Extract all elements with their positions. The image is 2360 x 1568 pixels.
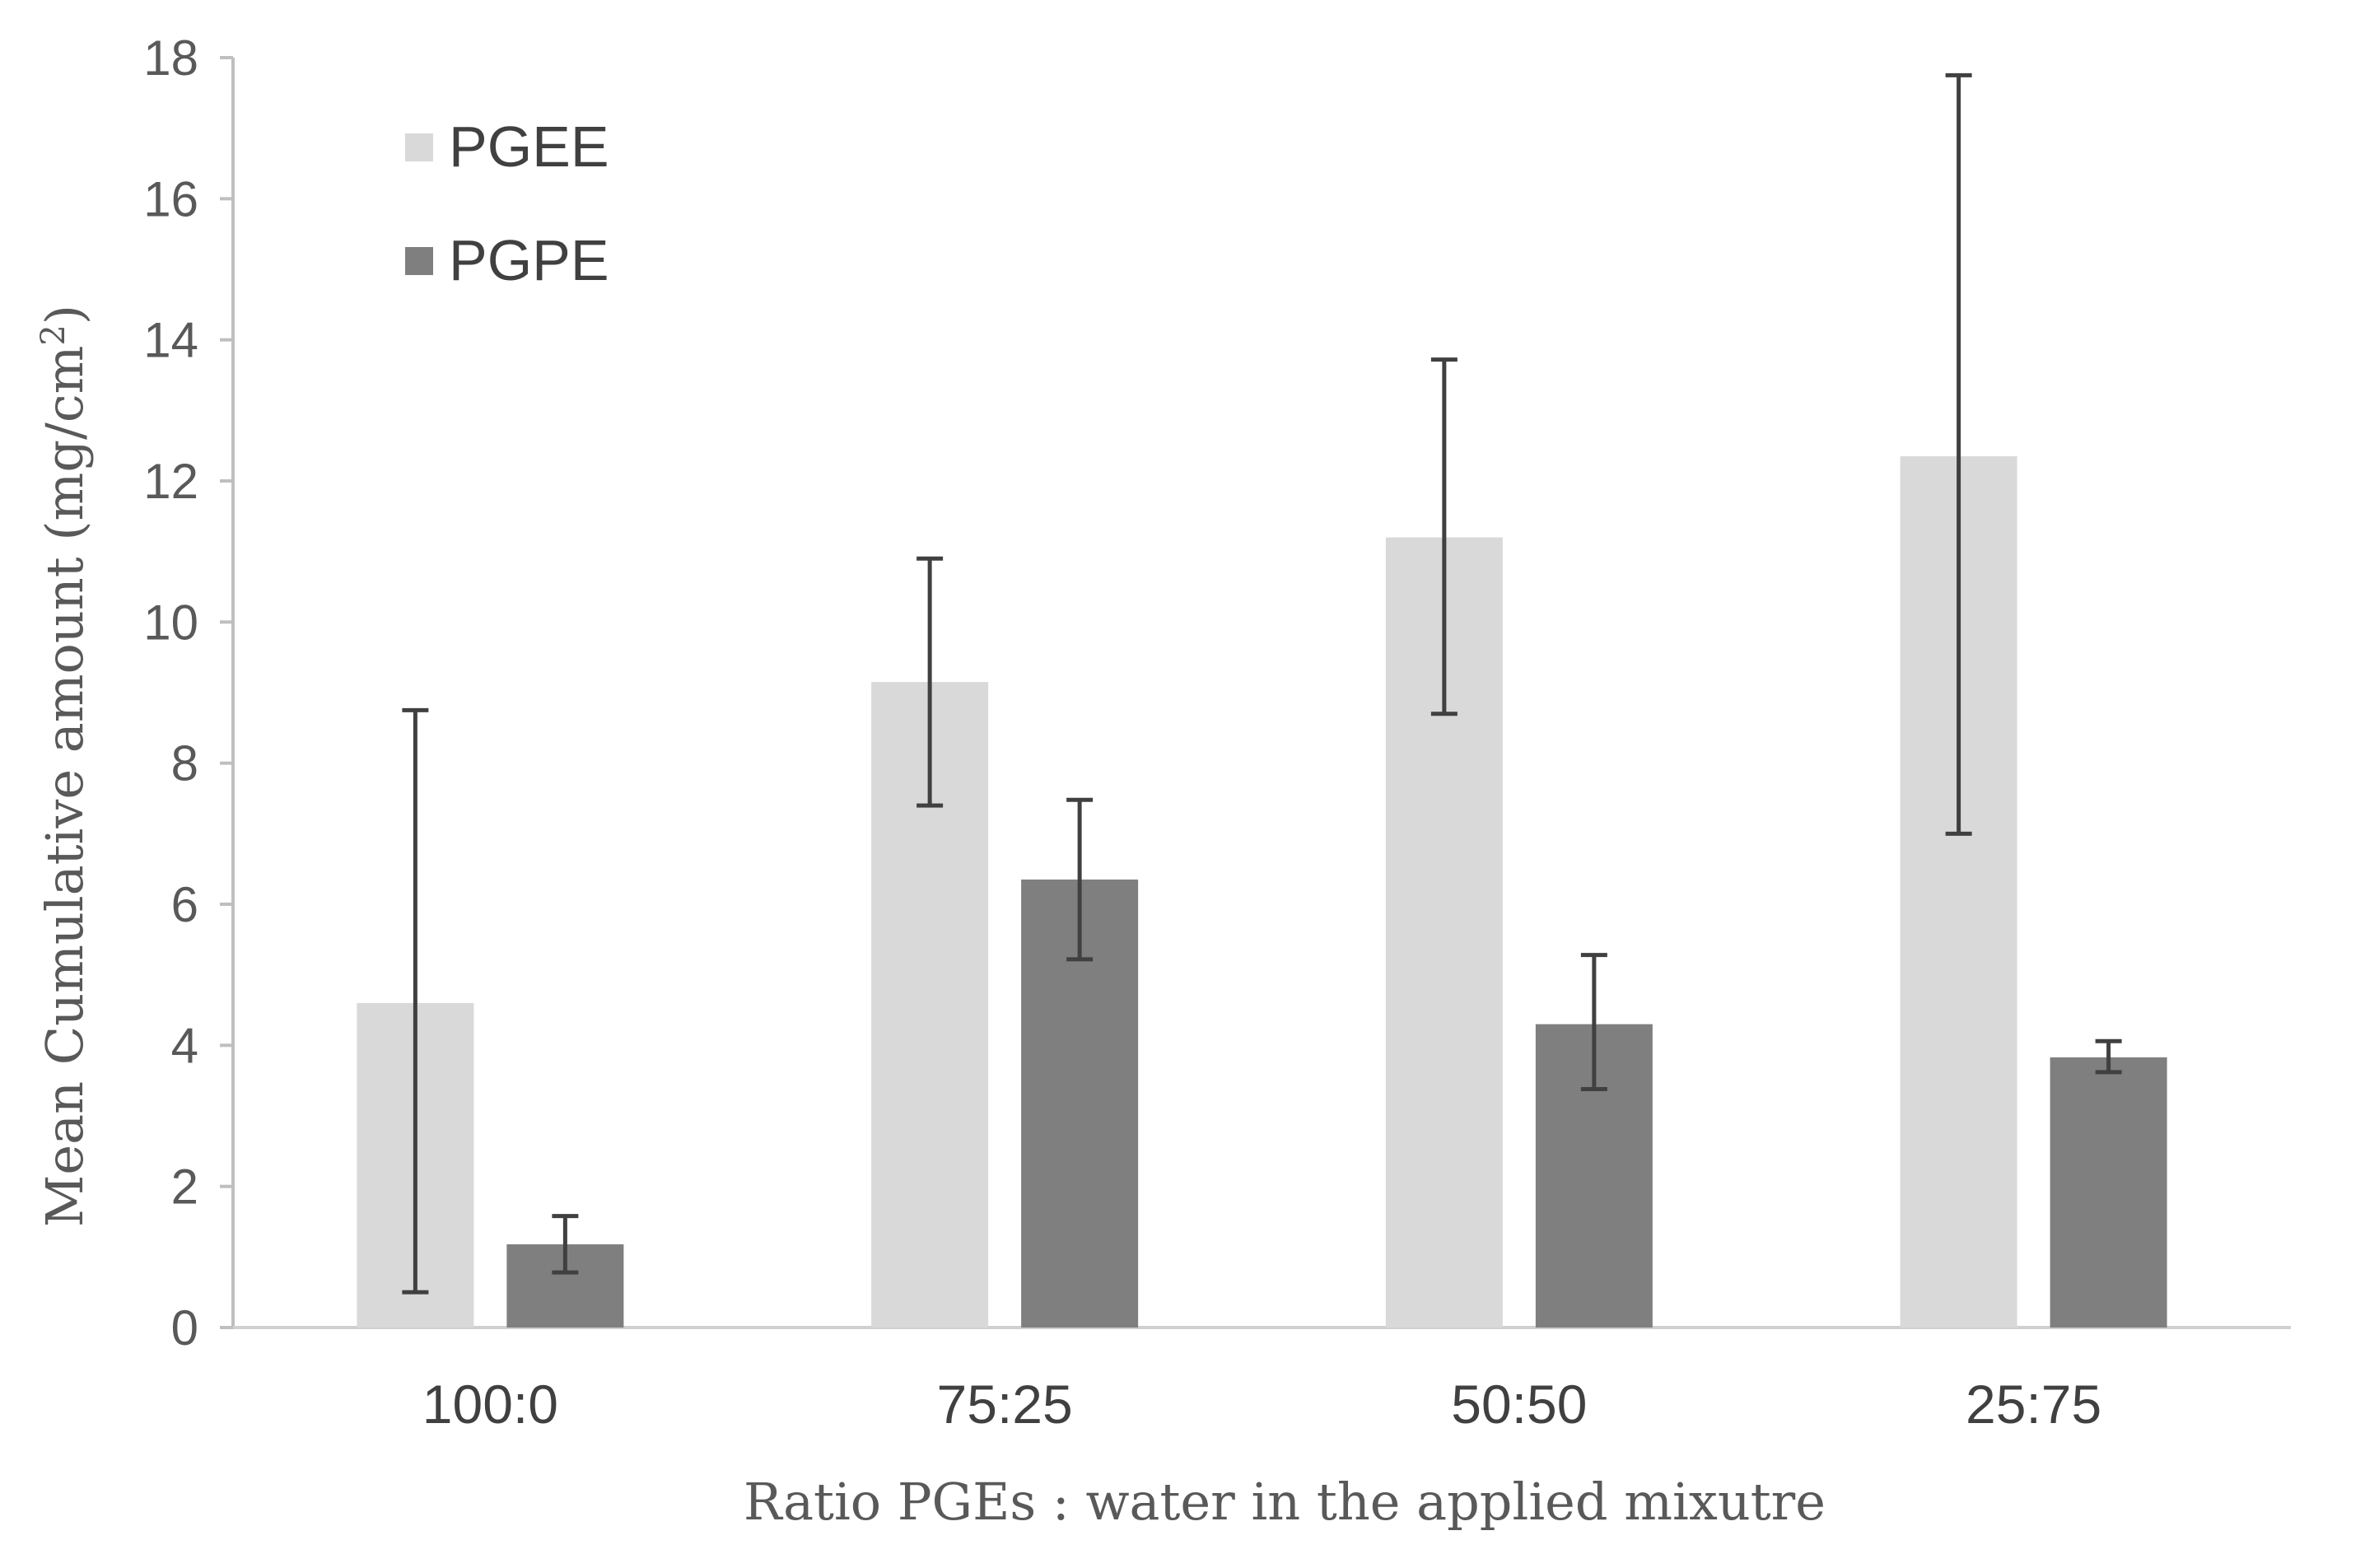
y-tick-label: 2 [171, 1160, 198, 1215]
x-tick-label: 75:25 [937, 1374, 1073, 1435]
legend-label-pgpe: PGPE [449, 228, 609, 292]
y-tick-label: 6 [171, 877, 198, 932]
legend: PGEE PGPE [405, 114, 609, 292]
legend-swatch-pgee [405, 133, 433, 161]
legend-label-pgee: PGEE [449, 114, 609, 179]
y-axis-title-superscript: 2 [35, 324, 72, 345]
y-tick-label: 4 [171, 1018, 198, 1073]
x-tick-label: 25:75 [1966, 1374, 2101, 1435]
y-tick-label: 8 [171, 736, 198, 791]
x-axis-title: Ratio PGEs : water in the applied mixutr… [744, 1472, 1826, 1532]
y-axis-title-main: Mean Cumulative amount (mg/cm [35, 346, 95, 1227]
axis-labels: 0 2 4 6 8 10 12 14 16 18 100:0 75:25 50:50 25:75 [143, 30, 2101, 1435]
x-tick-label: 100:0 [422, 1374, 558, 1435]
legend-swatch-pgpe [405, 247, 433, 275]
y-tick-label: 16 [143, 171, 198, 226]
x-tick-label: 50:50 [1451, 1374, 1587, 1435]
error-bars [402, 72, 2122, 1295]
y-tick-label: 18 [143, 30, 198, 86]
bars [357, 456, 2167, 1328]
y-tick-label: 14 [143, 313, 198, 368]
bar-pgpe-3 [2050, 1057, 2167, 1328]
y-axis-title-end: ) [35, 305, 95, 324]
y-tick-label: 10 [143, 595, 198, 650]
y-tick-label: 0 [171, 1300, 198, 1356]
y-axis-title: Mean Cumulative amount (mg/cm2) [35, 305, 95, 1227]
y-tick-label: 12 [143, 454, 198, 509]
